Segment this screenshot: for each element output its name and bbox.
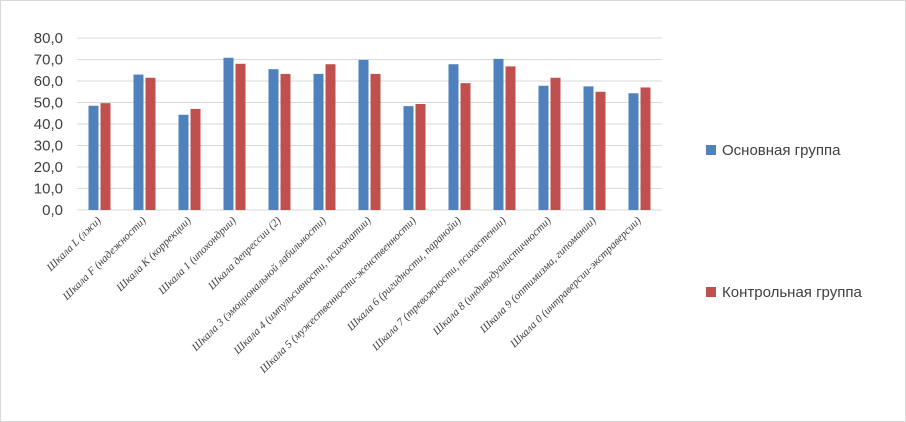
- x-category-label: Шкала 5 (мужественности-женственности): [257, 214, 419, 376]
- bar-main-group: [403, 106, 414, 210]
- legend-label: Основная группа: [722, 142, 841, 159]
- bar-main-group: [583, 86, 594, 210]
- bar-main-group: [133, 74, 144, 210]
- bar-main-group: [313, 73, 324, 210]
- bar-main-group: [88, 105, 99, 210]
- y-tick-label: 40,0: [34, 116, 63, 133]
- x-category-label: Шкала F (надежности): [60, 214, 149, 303]
- y-tick-label: 30,0: [34, 138, 63, 155]
- y-tick-label: 10,0: [34, 181, 63, 198]
- bar-control-group: [595, 91, 606, 210]
- y-tick-label: 70,0: [34, 52, 63, 69]
- bar-control-group: [460, 83, 471, 210]
- y-axis-ticks: 0,0 10,0 20,0 30,0 40,0 50,0 60,0 70,0 80,0: [34, 30, 63, 219]
- bar-control-group: [100, 103, 111, 210]
- legend-label: Контрольная группа: [722, 284, 862, 301]
- bar-main-group: [493, 58, 504, 211]
- y-tick-label: 0,0: [42, 202, 63, 219]
- y-tick-label: 20,0: [34, 159, 63, 176]
- bar-main-group: [448, 64, 459, 210]
- bar-main-group: [223, 57, 234, 210]
- bar-main-group: [178, 114, 189, 210]
- bar-main-group: [358, 59, 369, 211]
- x-category-label: Шкала 1 (ипохондрии): [156, 214, 239, 297]
- legend-swatch: [706, 145, 716, 155]
- bar-main-group: [538, 85, 549, 210]
- bar-control-group: [550, 77, 561, 211]
- bar-main-group: [628, 93, 639, 210]
- bar-control-group: [415, 104, 426, 210]
- bar-control-group: [235, 63, 246, 210]
- bar-control-group: [370, 73, 381, 210]
- gridlines: [77, 37, 662, 211]
- bars: [88, 57, 651, 211]
- bar-control-group: [325, 64, 336, 210]
- x-axis-labels: Шкала L (лжи)Шкала F (надежности)Шкала K…: [44, 214, 644, 376]
- bar-control-group: [640, 87, 651, 210]
- bar-control-group: [280, 73, 291, 210]
- y-tick-label: 80,0: [34, 30, 63, 47]
- bar-control-group: [190, 108, 201, 210]
- y-tick-label: 50,0: [34, 95, 63, 112]
- bar-control-group: [505, 66, 516, 210]
- legend-swatch: [706, 287, 716, 297]
- x-category-label: Шкала K (коррекции): [114, 214, 194, 294]
- bar-control-group: [145, 77, 156, 211]
- x-category-label: Шкала депрессии (2): [205, 214, 284, 293]
- y-tick-label: 60,0: [34, 73, 63, 90]
- legend: Основная группа Контрольная группа: [706, 142, 862, 301]
- bar-main-group: [268, 69, 279, 210]
